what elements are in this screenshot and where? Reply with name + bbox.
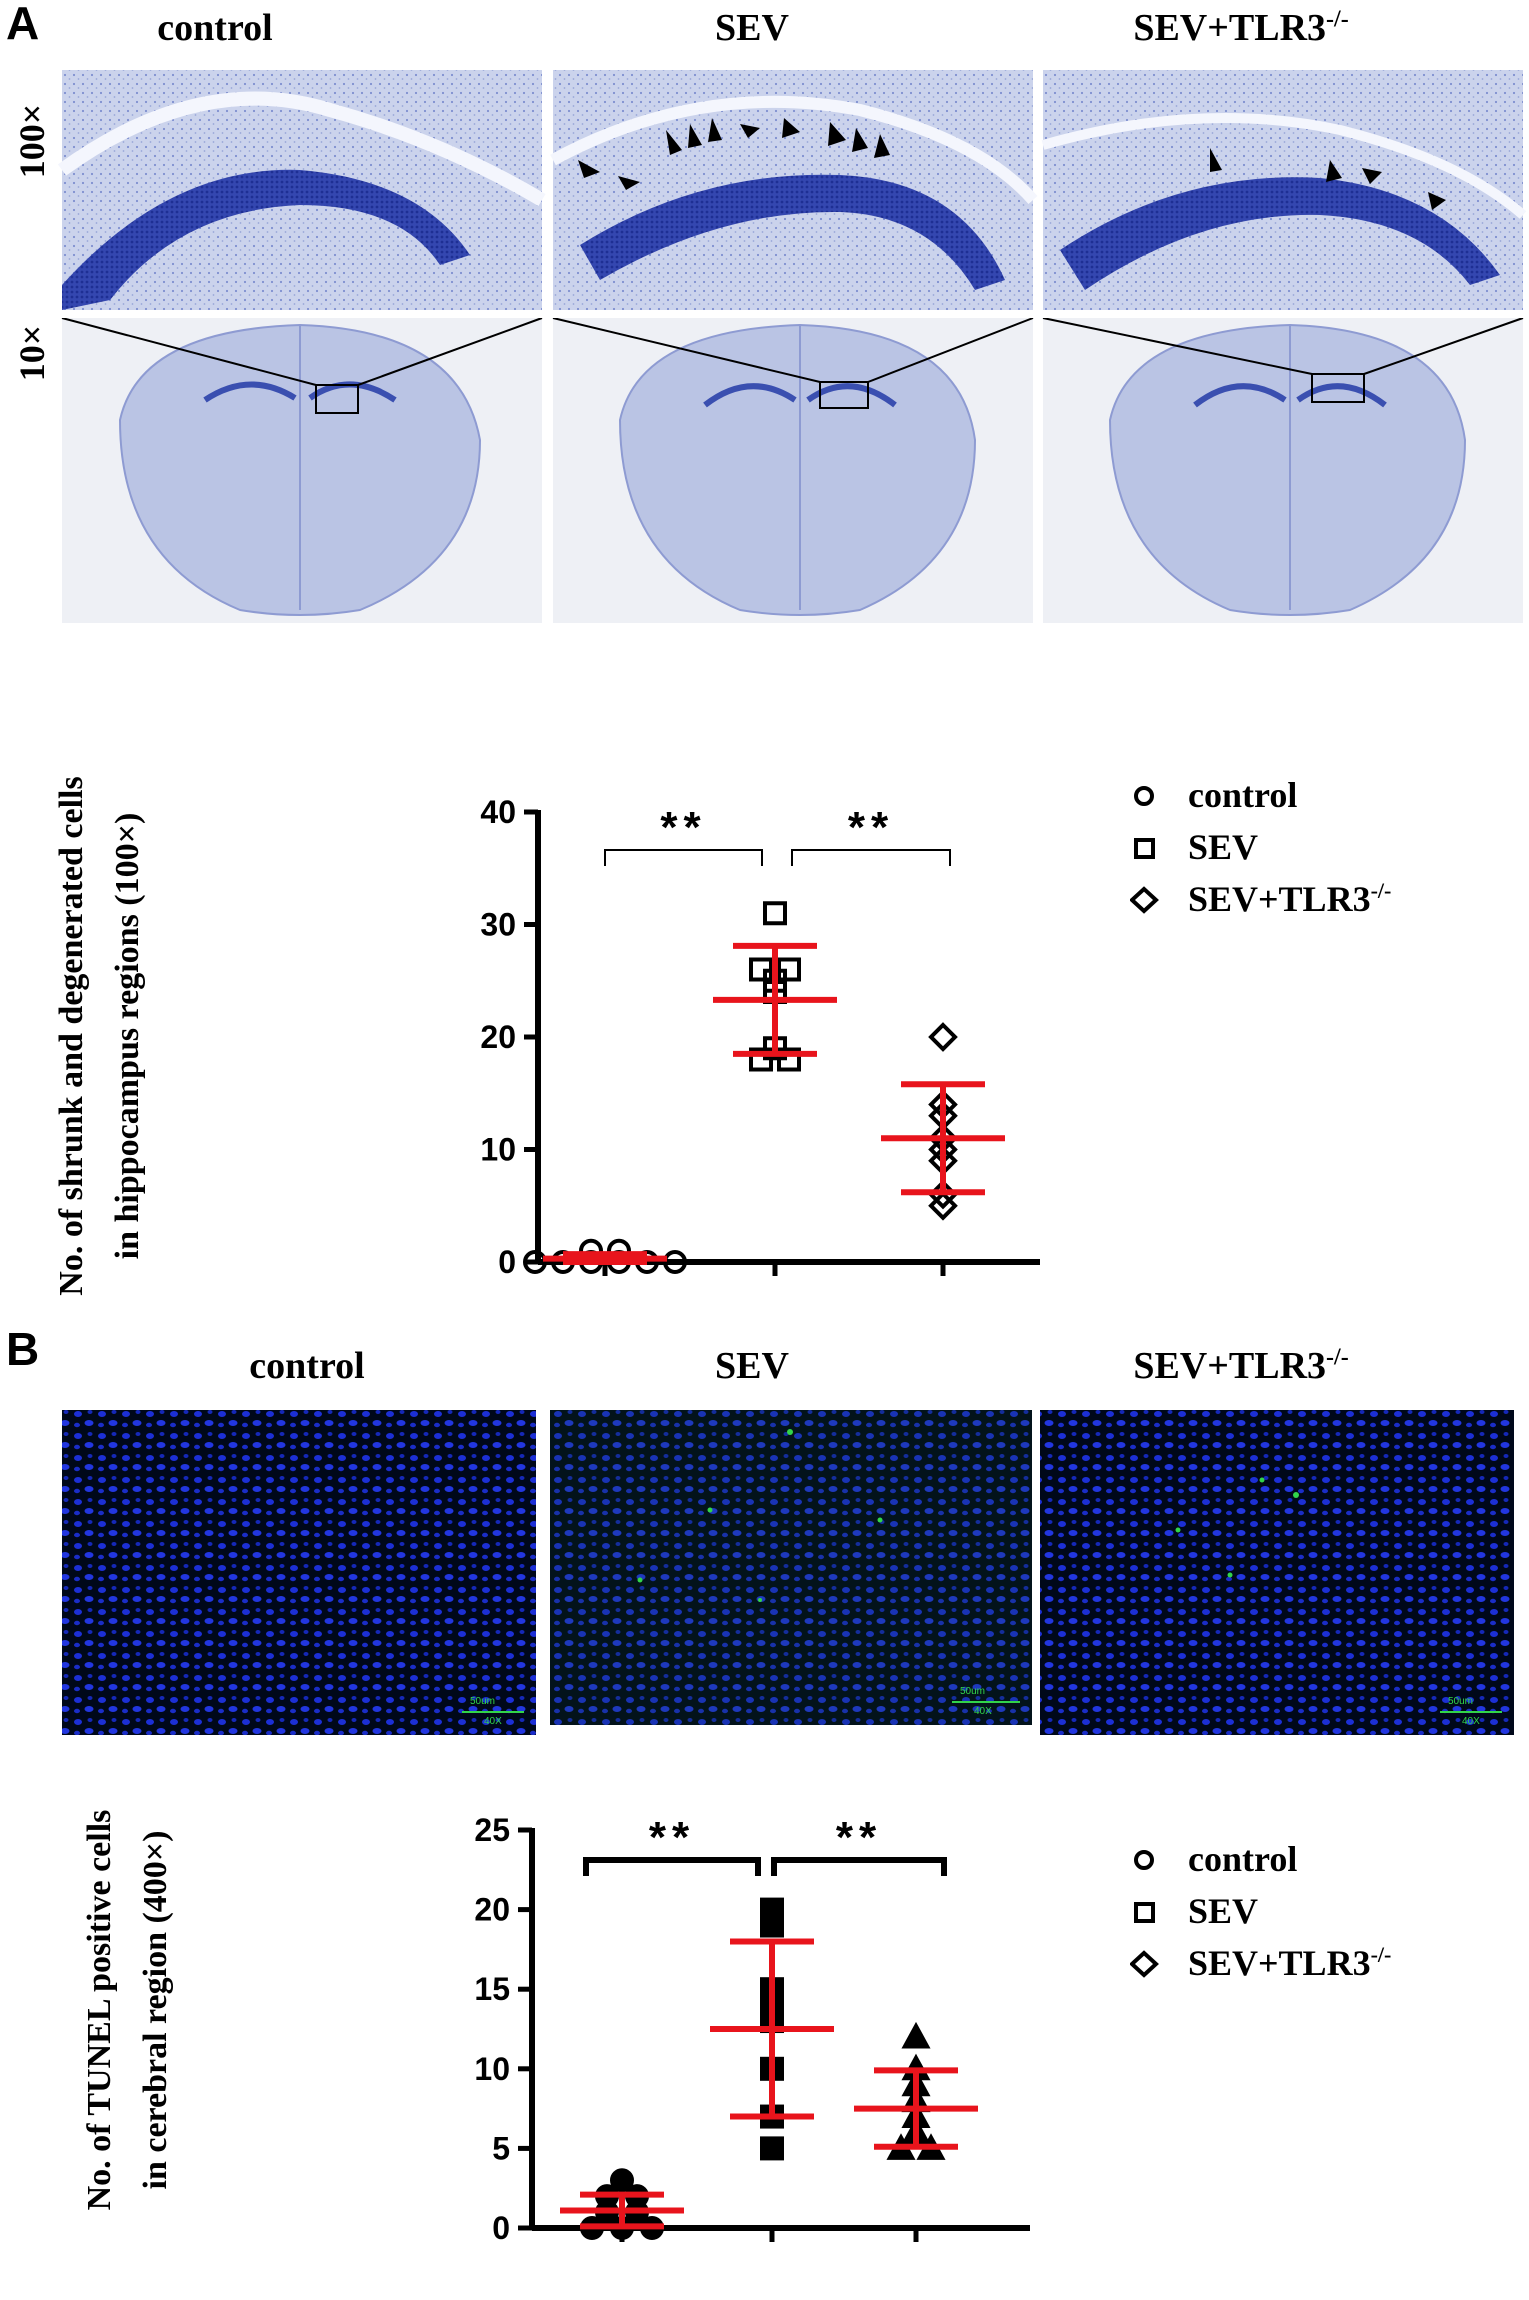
scale-bars (462, 1701, 1502, 1713)
panel-b-micrographs (62, 1410, 1514, 1735)
significance-bracket (583, 1857, 761, 1876)
tunel-control (62, 1410, 536, 1735)
chart-b: 0 5 10 15 20 25 ** ** (474, 1812, 1030, 2246)
significance-bracket (604, 849, 763, 866)
y-tick-label: 20 (480, 1019, 516, 1055)
panel-a-letter: A (6, 0, 40, 49)
significance-label: ** (660, 803, 706, 852)
arrowheads-sev-tlr3 (1210, 148, 1446, 210)
nissl-100x-sev-tlr3 (1041, 70, 1527, 310)
data-point (749, 1047, 773, 1072)
nissl-10x-control (62, 318, 542, 623)
significance-label: ** (848, 803, 894, 852)
panel-a-title-sev-tlr3: SEV+TLR3-/- (1133, 6, 1349, 49)
square-marker-icon (1134, 1902, 1155, 1923)
y-tick-label: 10 (474, 2051, 510, 2087)
panel-b-title-sev: SEV (715, 1345, 789, 1387)
y-tick-label: 40 (480, 794, 516, 830)
data-point (760, 1913, 784, 1938)
panel-a-title-control: control (157, 7, 273, 49)
y-tick-label: 5 (492, 2130, 510, 2166)
y-tick-label: 0 (492, 2210, 510, 2246)
scale-label-control: 50um (470, 1696, 496, 1707)
panel-a-title-sev: SEV (715, 7, 789, 49)
scale-label-sev-tlr3: 50um (1448, 1696, 1474, 1707)
significance-label: ** (836, 1813, 882, 1862)
significance-label: ** (649, 1813, 695, 1862)
data-point (901, 2021, 931, 2049)
diamond-marker-icon (1130, 886, 1159, 914)
data-point (928, 1190, 958, 1221)
circle-marker-icon (1134, 786, 1154, 806)
data-point (777, 1047, 801, 1072)
chart-a: 0 10 20 30 40 ** ** (480, 794, 1040, 1280)
nissl-10x-sev (553, 318, 1033, 623)
data-point (763, 901, 787, 926)
tunel-sev (550, 1410, 1032, 1725)
chart-b-ylabel: No. of TUNEL positive cells in cerebral … (81, 1809, 174, 2211)
scale-mag-sev-tlr3: 40X (1462, 1716, 1480, 1727)
data-point (928, 1022, 958, 1052)
panel-b-title-sev-tlr3: SEV+TLR3-/- (1133, 1344, 1349, 1387)
square-marker-icon (1134, 838, 1155, 859)
arrowheads-sev (578, 118, 890, 190)
diamond-marker-icon (1130, 1950, 1159, 1978)
scale-mag-control: 40X (484, 1716, 502, 1727)
data-point (610, 2168, 634, 2193)
y-tick-label: 0 (498, 1244, 516, 1280)
zoom-connectors (61, 317, 1524, 386)
y-tick-label: 25 (474, 1812, 510, 1848)
data-point (523, 1250, 547, 1274)
data-point (760, 2136, 784, 2161)
data-point (663, 1250, 687, 1274)
panel-b-title-control: control (249, 1345, 365, 1387)
significance-bracket (791, 849, 951, 866)
circle-marker-icon (1134, 1850, 1154, 1870)
panel-b-letter: B (6, 1323, 40, 1375)
panel-a-micrographs (57, 70, 1527, 623)
scale-mag-sev: 40X (974, 1706, 992, 1717)
y-tick-label: 20 (474, 1892, 510, 1928)
nissl-100x-sev (550, 70, 1038, 310)
y-tick-label: 15 (474, 1971, 510, 2007)
scale-label-sev: 50um (960, 1686, 986, 1697)
significance-bracket (771, 1857, 947, 1876)
y-tick-label: 30 (480, 907, 516, 943)
tunel-sev-tlr3 (1040, 1410, 1514, 1735)
y-tick-label: 10 (480, 1132, 516, 1168)
nissl-100x-control (57, 70, 546, 310)
